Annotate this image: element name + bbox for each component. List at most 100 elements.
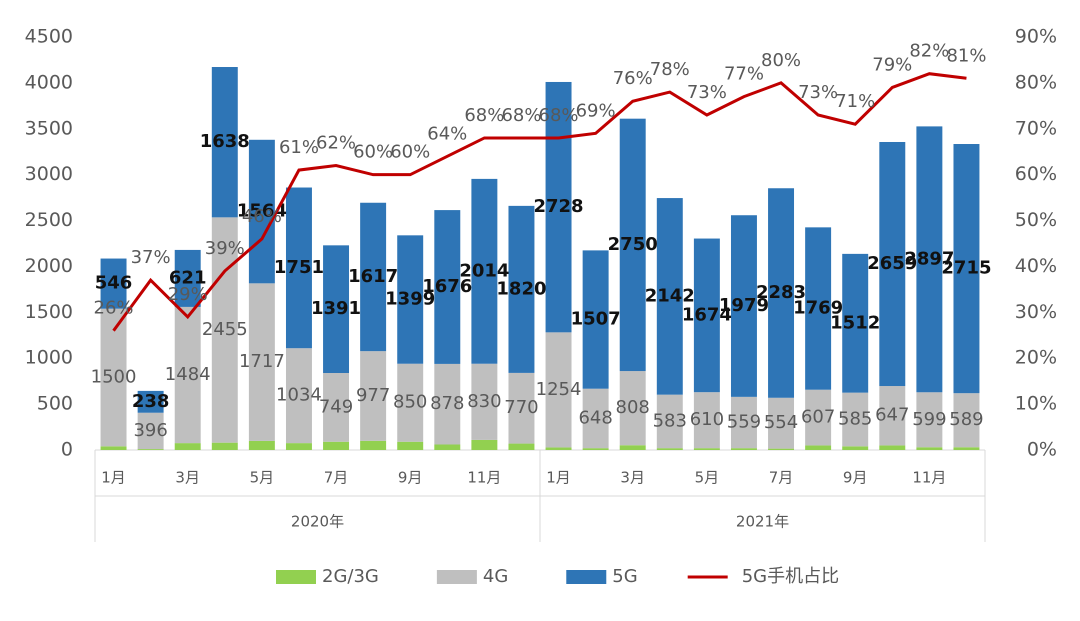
bar-segment xyxy=(285,443,312,450)
data-label: 647 xyxy=(875,405,909,426)
data-label: 1674 xyxy=(682,304,732,325)
x-tick-label: 7月 xyxy=(324,469,349,487)
bar-segment xyxy=(100,308,127,447)
pct-label: 80% xyxy=(761,50,801,71)
bar-segment xyxy=(879,386,906,446)
pct-label: 82% xyxy=(909,41,949,62)
y-tick-label: 2500 xyxy=(25,209,73,231)
bar-segment xyxy=(545,447,572,450)
y-tick-label: 1000 xyxy=(25,347,73,369)
y2-tick-label: 80% xyxy=(1015,71,1057,93)
data-label: 2283 xyxy=(756,282,806,303)
data-label: 850 xyxy=(393,392,427,413)
pct-label: 68% xyxy=(464,105,504,126)
pct-label: 60% xyxy=(353,142,393,163)
data-label: 1391 xyxy=(311,298,361,319)
data-label: 749 xyxy=(319,396,353,417)
bar-segment xyxy=(508,443,535,450)
bar-segment xyxy=(360,202,387,352)
data-label: 2897 xyxy=(904,248,954,269)
bar-segment xyxy=(471,439,498,450)
bar-segment xyxy=(693,448,720,450)
data-label: 1751 xyxy=(274,257,324,278)
bar-segment xyxy=(953,144,980,394)
pct-label: 77% xyxy=(724,64,764,85)
y2-tick-label: 30% xyxy=(1015,301,1057,323)
x-tick-label: 3月 xyxy=(620,469,645,487)
bar-segment xyxy=(545,332,572,448)
data-label: 1507 xyxy=(571,309,621,330)
x-tick-label: 9月 xyxy=(843,469,868,487)
bar-segment xyxy=(768,188,795,398)
bar-segment xyxy=(248,283,275,441)
pct-label: 29% xyxy=(168,284,208,305)
y2-tick-label: 70% xyxy=(1015,117,1057,139)
data-label: 1512 xyxy=(830,312,880,333)
bar-segment xyxy=(137,390,164,413)
x-tick-label: 9月 xyxy=(398,469,423,487)
bar-segment xyxy=(360,440,387,450)
bar-segment xyxy=(285,187,312,349)
y2-tick-label: 40% xyxy=(1015,255,1057,277)
pct-label: 60% xyxy=(390,142,430,163)
pct-label: 76% xyxy=(613,68,653,89)
bar-segment xyxy=(619,445,646,450)
pct-label: 71% xyxy=(835,91,875,112)
bar-segment xyxy=(768,397,795,449)
data-label: 648 xyxy=(578,407,612,428)
bar-segment xyxy=(397,363,424,442)
bar-segment xyxy=(693,238,720,393)
data-label: 610 xyxy=(690,409,724,430)
pct-label: 39% xyxy=(205,238,245,259)
bar-segment xyxy=(953,447,980,450)
data-label: 1617 xyxy=(348,266,398,287)
bar-segment xyxy=(879,445,906,450)
y2-tick-label: 0% xyxy=(1027,439,1057,461)
bar-segment xyxy=(656,448,683,450)
data-label: 546 xyxy=(95,273,133,294)
pct-label: 46% xyxy=(242,206,282,227)
bar-segment xyxy=(768,448,795,450)
data-label: 607 xyxy=(801,407,835,428)
bar-segment xyxy=(434,363,461,445)
bar-segment xyxy=(211,67,238,218)
bar-segment xyxy=(953,393,980,448)
bar-segment xyxy=(508,372,535,444)
bar-segment xyxy=(916,126,943,393)
x-tick-label: 7月 xyxy=(769,469,794,487)
y-tick-label: 4000 xyxy=(25,71,73,93)
y-tick-label: 1500 xyxy=(25,301,73,323)
pct-label: 79% xyxy=(872,54,912,75)
data-label: 1034 xyxy=(276,385,322,406)
data-label: 1254 xyxy=(536,379,582,400)
data-label: 554 xyxy=(764,412,798,433)
x-tick-label: 11月 xyxy=(467,469,501,487)
legend-swatch xyxy=(276,570,316,584)
y2-tick-label: 60% xyxy=(1015,163,1057,185)
data-label: 2728 xyxy=(533,196,583,217)
bar-segment xyxy=(434,210,461,364)
bar-segment xyxy=(100,446,127,450)
x-tick-label: 3月 xyxy=(175,469,200,487)
legend-label: 2G/3G xyxy=(322,566,379,587)
y-tick-label: 500 xyxy=(37,393,73,415)
bar-segment xyxy=(211,442,238,450)
y-tick-label: 3000 xyxy=(25,163,73,185)
pct-label: 78% xyxy=(650,59,690,80)
bar-segment xyxy=(248,440,275,450)
line-series xyxy=(112,72,967,332)
bar-segment xyxy=(619,371,646,446)
bar-segment xyxy=(730,396,757,449)
data-label: 583 xyxy=(653,410,687,431)
data-label: 2455 xyxy=(202,319,248,340)
pct-label: 61% xyxy=(279,137,319,158)
data-label: 1717 xyxy=(239,351,285,372)
pct-label: 37% xyxy=(131,247,171,268)
y-tick-label: 3500 xyxy=(25,117,73,139)
data-label: 585 xyxy=(838,408,872,429)
bar-segment xyxy=(656,198,683,395)
data-label: 1769 xyxy=(793,298,843,319)
bar-segment xyxy=(842,392,869,447)
data-label: 2142 xyxy=(645,285,695,306)
